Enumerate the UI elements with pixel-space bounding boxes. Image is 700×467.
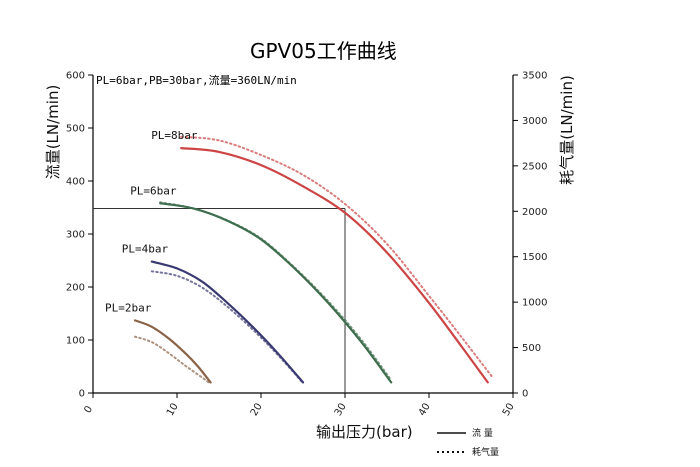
y-left-tick-label: 0: [79, 389, 85, 400]
y-right-tick-label: 1500: [522, 252, 547, 263]
y-left-tick-label: 200: [66, 283, 85, 294]
flow-line-3: [159, 202, 393, 384]
y-right-tick-label: 1000: [522, 298, 547, 309]
x-tick-label: 10: [165, 401, 181, 418]
flow-line-4: [180, 147, 489, 384]
legend-flow-label: 流 量: [472, 427, 493, 439]
consumption-line-1: [134, 335, 212, 385]
y-right-tick-label: 2500: [522, 161, 547, 172]
y-left-tick-label: 100: [66, 336, 85, 347]
legend-consumption-label: 耗气量: [472, 446, 499, 458]
flow-line-2: [150, 260, 305, 384]
legend: 流 量 耗气量: [437, 427, 499, 458]
series-label-1: PL=2bar: [105, 301, 152, 314]
series-labels: PL=2bar PL=4bar PL=6bar PL=8bar: [105, 129, 198, 314]
chart-title: GPV05工作曲线: [250, 39, 397, 63]
series-label-4: PL=8bar: [151, 129, 198, 142]
series-label-2: PL=4bar: [122, 243, 169, 256]
y-left-tick-label: 500: [66, 124, 85, 135]
consumption-line-4: [180, 135, 493, 378]
series-label-3: PL=6bar: [130, 184, 177, 197]
y-right-tick-label: 0: [522, 389, 528, 400]
y-right-tick-label: 500: [522, 343, 541, 354]
y-left-tick-label: 300: [66, 230, 85, 241]
x-tick-label: 20: [249, 401, 265, 418]
y-right-tick-label: 2000: [522, 207, 547, 218]
x-tick-label: 50: [501, 401, 517, 418]
y-right-tick-label: 3000: [522, 116, 547, 127]
x-tick-label: 30: [333, 401, 349, 418]
y-right-axis-title: 耗气量(LN/min): [558, 75, 576, 185]
y-right-tick-label: 3500: [522, 71, 547, 82]
series: [133, 135, 493, 385]
x-axis-title: 输出压力(bar): [316, 423, 413, 441]
x-tick-label: 40: [417, 401, 433, 418]
operating-point-note: PL=6bar,PB=30bar,流量=360LN/min: [96, 73, 297, 87]
operating-point-guides: [93, 208, 346, 393]
consumption-line-2: [150, 270, 304, 384]
y-left-tick-label: 600: [66, 71, 85, 82]
y-left-tick-label: 400: [66, 177, 85, 188]
x-tick-label: 0: [82, 404, 95, 415]
y-left-axis-title: 流量(LN/min): [44, 85, 62, 180]
flow-line-1: [133, 319, 212, 384]
